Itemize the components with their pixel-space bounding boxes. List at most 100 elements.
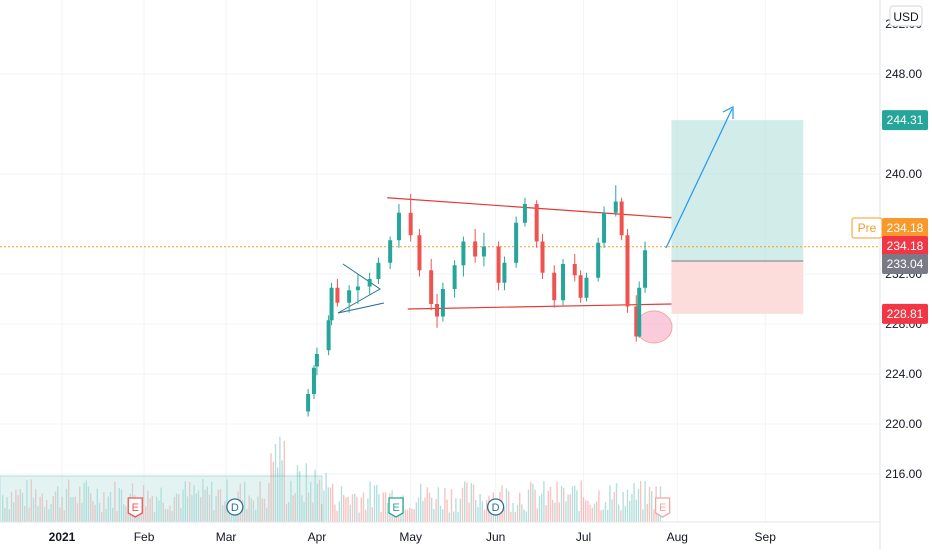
candle-body[interactable] <box>417 235 422 271</box>
volume-bar <box>54 491 57 522</box>
volume-bar <box>527 489 530 522</box>
earnings-marker-icon[interactable] <box>655 497 671 518</box>
forecast-arrow[interactable] <box>665 108 733 249</box>
volume-bar <box>448 512 450 522</box>
volume-bar <box>475 500 477 522</box>
candle-body[interactable] <box>561 264 566 301</box>
dividend-marker-icon[interactable] <box>226 498 244 516</box>
volume-bar <box>457 511 459 522</box>
candle-body[interactable] <box>314 354 319 367</box>
candle-body[interactable] <box>619 201 624 236</box>
earnings-marker-icon[interactable] <box>388 497 404 518</box>
volume-bar <box>116 511 118 522</box>
volume-bar <box>46 500 48 522</box>
dip-highlight-circle[interactable] <box>635 310 673 344</box>
position-zones <box>0 120 880 314</box>
volume-bar <box>211 481 213 522</box>
candle-body[interactable] <box>473 241 478 257</box>
candle-body[interactable] <box>596 242 601 278</box>
candle-body[interactable] <box>552 272 557 301</box>
pennant-pattern[interactable] <box>337 263 385 314</box>
candle-body[interactable] <box>388 240 393 263</box>
volume-bar <box>184 481 186 522</box>
candle-body[interactable] <box>367 279 372 287</box>
volume-bar <box>446 499 448 522</box>
volume-bar <box>384 492 387 522</box>
candle-body[interactable] <box>634 306 639 337</box>
candle-body[interactable] <box>440 289 445 317</box>
candle-body[interactable] <box>429 270 434 304</box>
currency-box[interactable] <box>889 5 923 27</box>
price-tick-label: 224.00 <box>885 367 922 381</box>
volume-bars <box>0 436 662 523</box>
volume-bar <box>173 497 175 522</box>
volume-bar <box>63 510 65 522</box>
candle-body[interactable] <box>347 290 352 303</box>
candle-body[interactable] <box>481 246 486 257</box>
dividend-marker-icon[interactable] <box>486 498 505 516</box>
volume-bar <box>37 506 39 522</box>
volume-bar <box>464 481 466 522</box>
candle-body[interactable] <box>452 265 457 289</box>
volume-bar <box>477 507 479 522</box>
volume-bar <box>642 509 644 522</box>
volume-bar <box>338 501 340 522</box>
candle-body[interactable] <box>602 212 607 243</box>
candle-body[interactable] <box>461 241 466 266</box>
pre-tag-label: Pre <box>858 221 877 235</box>
candle-body[interactable] <box>326 320 331 351</box>
volume-bar <box>274 444 277 522</box>
pre-price-badge: 234.18 <box>887 221 924 235</box>
stop-zone[interactable] <box>671 261 804 314</box>
candle-body[interactable] <box>643 250 648 288</box>
event-marker-letter: E <box>132 502 139 514</box>
volume-bar <box>268 483 270 522</box>
candle-body[interactable] <box>534 204 539 242</box>
volume-bar <box>206 486 208 522</box>
volume-bar <box>92 500 94 522</box>
volume-bar <box>336 510 338 522</box>
volume-bar <box>200 497 202 522</box>
candle-body[interactable] <box>613 201 618 213</box>
volume-bar <box>281 460 283 522</box>
candle-body[interactable] <box>435 304 440 317</box>
volume-bar <box>354 493 356 522</box>
candle-body[interactable] <box>396 212 401 241</box>
volume-bar <box>376 485 378 522</box>
candle-body[interactable] <box>329 287 334 321</box>
volume-bar <box>153 511 156 522</box>
event-marker-letter: D <box>492 502 500 514</box>
volume-bar <box>277 467 279 522</box>
candle-body[interactable] <box>496 246 501 283</box>
volume-bar <box>217 489 219 522</box>
candle-body[interactable] <box>637 287 642 337</box>
candle-body[interactable] <box>625 235 630 307</box>
candle-body[interactable] <box>355 286 360 291</box>
candle-body[interactable] <box>311 367 316 394</box>
volume-bar <box>4 508 6 522</box>
candle-body[interactable] <box>376 262 381 279</box>
candle-body[interactable] <box>572 264 577 276</box>
candle-body[interactable] <box>584 277 589 298</box>
volume-bar <box>125 506 127 522</box>
volume-bar <box>367 498 369 522</box>
candle-body[interactable] <box>514 222 519 263</box>
volume-bar <box>39 496 41 522</box>
earnings-marker-icon[interactable] <box>127 497 143 518</box>
candle-body[interactable] <box>502 262 507 283</box>
target-zone[interactable] <box>671 120 804 261</box>
resistance-trendline[interactable] <box>387 197 672 219</box>
candle-body[interactable] <box>408 212 413 236</box>
time-tick-label: Jul <box>576 530 591 544</box>
volume-bar <box>356 496 358 522</box>
candle-body[interactable] <box>522 204 527 223</box>
candle-body[interactable] <box>578 275 583 298</box>
candle-body[interactable] <box>335 287 340 303</box>
stop-price-badge-bg <box>882 303 928 324</box>
candle-body[interactable] <box>306 394 311 412</box>
volume-bar <box>648 487 651 522</box>
candle-body[interactable] <box>540 241 545 273</box>
support-trendline[interactable] <box>407 303 672 310</box>
